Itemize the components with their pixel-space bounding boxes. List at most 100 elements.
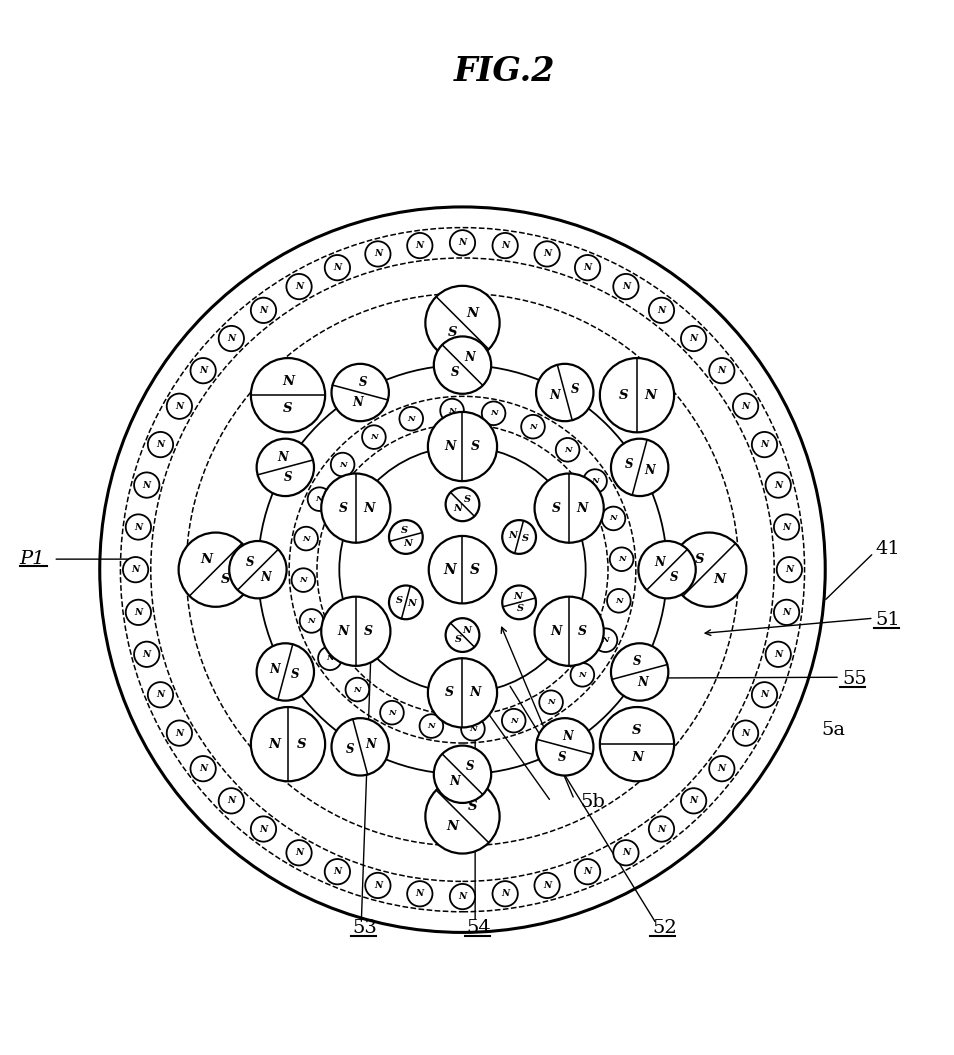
- Text: N: N: [270, 663, 280, 675]
- Text: N: N: [631, 751, 643, 765]
- Text: N: N: [610, 515, 617, 522]
- Text: N: N: [156, 440, 164, 449]
- Circle shape: [257, 439, 314, 496]
- Text: S: S: [695, 554, 704, 567]
- Text: N: N: [403, 538, 412, 548]
- Text: S: S: [618, 388, 628, 402]
- Circle shape: [613, 840, 638, 865]
- Text: N: N: [199, 764, 207, 773]
- Circle shape: [286, 840, 312, 865]
- Circle shape: [502, 586, 536, 619]
- Circle shape: [425, 286, 499, 360]
- Text: N: N: [135, 522, 142, 532]
- Circle shape: [492, 233, 517, 258]
- Text: N: N: [489, 409, 497, 418]
- Text: S: S: [283, 472, 292, 484]
- Text: S: S: [447, 326, 457, 339]
- Text: 51: 51: [876, 611, 901, 629]
- Text: N: N: [407, 415, 415, 423]
- Text: N: N: [295, 282, 303, 291]
- Circle shape: [425, 780, 499, 853]
- Text: N: N: [621, 282, 630, 291]
- Text: S: S: [467, 801, 477, 813]
- Circle shape: [148, 431, 173, 457]
- Circle shape: [167, 721, 192, 746]
- Text: S: S: [454, 635, 462, 644]
- Circle shape: [611, 439, 668, 496]
- Text: N: N: [176, 402, 183, 410]
- Text: N: N: [636, 675, 648, 689]
- Circle shape: [599, 707, 674, 782]
- Circle shape: [607, 589, 631, 613]
- Circle shape: [449, 230, 475, 255]
- Circle shape: [229, 541, 286, 598]
- Text: N: N: [444, 562, 456, 577]
- Text: N: N: [142, 650, 151, 658]
- Circle shape: [774, 599, 798, 625]
- Circle shape: [389, 520, 423, 554]
- Text: N: N: [644, 388, 656, 402]
- Text: N: N: [458, 893, 467, 901]
- Text: S: S: [625, 458, 633, 472]
- Circle shape: [709, 756, 734, 782]
- Circle shape: [389, 586, 423, 619]
- Text: N: N: [501, 242, 509, 250]
- Circle shape: [123, 557, 148, 582]
- Text: N: N: [227, 334, 236, 343]
- Circle shape: [733, 721, 757, 746]
- Text: N: N: [463, 627, 471, 635]
- Text: N: N: [621, 848, 630, 858]
- Text: N: N: [508, 531, 517, 540]
- Text: N: N: [449, 775, 460, 788]
- Text: N: N: [307, 617, 315, 625]
- Text: 5b: 5b: [580, 792, 605, 810]
- Circle shape: [570, 663, 593, 687]
- Text: N: N: [363, 501, 374, 515]
- Text: N: N: [501, 889, 509, 898]
- Circle shape: [420, 714, 443, 737]
- Text: N: N: [199, 554, 212, 567]
- Text: N: N: [339, 461, 346, 468]
- Text: P1: P1: [20, 550, 45, 569]
- Text: N: N: [333, 867, 342, 877]
- Text: N: N: [509, 716, 517, 725]
- Circle shape: [461, 717, 485, 741]
- Text: S: S: [363, 625, 373, 638]
- Circle shape: [251, 817, 276, 842]
- Circle shape: [492, 881, 517, 906]
- Circle shape: [536, 718, 593, 775]
- Text: S: S: [450, 366, 459, 379]
- Text: S: S: [466, 761, 474, 773]
- Text: N: N: [591, 477, 598, 485]
- Text: N: N: [353, 686, 361, 693]
- Text: S: S: [291, 668, 300, 682]
- Circle shape: [134, 641, 159, 667]
- Text: N: N: [156, 690, 164, 699]
- Circle shape: [331, 364, 388, 421]
- Circle shape: [536, 364, 593, 421]
- Text: S: S: [297, 737, 306, 751]
- Circle shape: [649, 298, 674, 323]
- Circle shape: [765, 641, 791, 667]
- Text: N: N: [259, 571, 271, 583]
- Text: N: N: [326, 654, 334, 663]
- Text: N: N: [657, 825, 665, 833]
- Text: N: N: [543, 881, 550, 890]
- Text: N: N: [782, 608, 790, 617]
- Circle shape: [365, 242, 390, 267]
- Text: S: S: [522, 534, 529, 543]
- Text: N: N: [741, 402, 749, 410]
- Text: N: N: [617, 555, 625, 563]
- Text: N: N: [300, 576, 307, 584]
- Circle shape: [331, 718, 388, 775]
- Circle shape: [427, 658, 497, 728]
- Circle shape: [599, 358, 674, 433]
- Circle shape: [407, 881, 432, 906]
- Circle shape: [380, 701, 404, 725]
- Text: S: S: [551, 501, 561, 515]
- Circle shape: [345, 677, 369, 702]
- Circle shape: [613, 274, 638, 300]
- Text: N: N: [416, 242, 424, 250]
- Text: N: N: [774, 650, 782, 658]
- Circle shape: [324, 255, 350, 281]
